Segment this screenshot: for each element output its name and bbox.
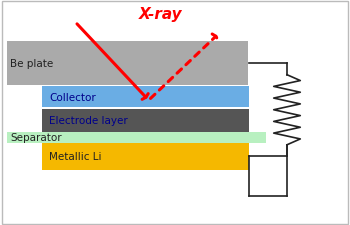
Text: Electrode layer: Electrode layer	[49, 116, 128, 126]
Text: X-ray: X-ray	[139, 7, 183, 22]
Bar	[42, 143, 248, 170]
Text: Be plate: Be plate	[10, 58, 54, 69]
Text: Separator: Separator	[10, 133, 62, 143]
Text: Metallic Li: Metallic Li	[49, 151, 102, 161]
Bar	[7, 133, 266, 143]
Bar	[42, 109, 248, 133]
Bar	[7, 42, 248, 86]
Text: Collector: Collector	[49, 92, 96, 102]
Bar	[42, 87, 248, 108]
